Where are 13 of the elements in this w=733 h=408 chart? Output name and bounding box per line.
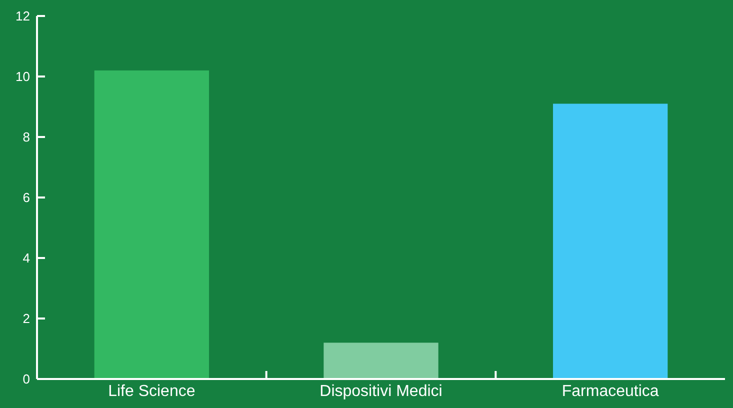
y-tick-label: 12: [16, 8, 30, 24]
bar: [94, 70, 209, 379]
y-tick-label: 10: [16, 69, 30, 84]
y-tick-label: 8: [22, 130, 30, 145]
y-tick-label: 2: [22, 311, 30, 326]
x-tick-label: Life Science: [108, 383, 196, 400]
y-tick-label: 0: [22, 372, 30, 387]
bar: [553, 104, 668, 379]
y-tick-label: 4: [22, 250, 30, 266]
y-tick-label: 6: [22, 190, 30, 206]
x-tick-label: Farmaceutica: [562, 383, 659, 400]
x-tick-label: Dispositivi Medici: [320, 383, 442, 400]
bar: [324, 342, 438, 379]
